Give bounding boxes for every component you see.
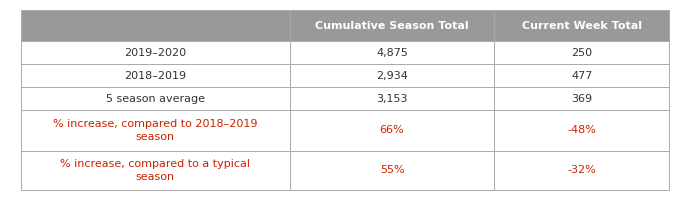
Text: Current Week Total: Current Week Total [522, 21, 642, 31]
Text: -32%: -32% [567, 165, 596, 175]
Bar [290, 151, 494, 190]
Text: 66%: 66% [380, 125, 404, 135]
Text: 2018–2019: 2018–2019 [124, 71, 186, 81]
Bar [494, 87, 669, 110]
Bar [494, 64, 669, 87]
Text: 3,153: 3,153 [376, 94, 408, 104]
Text: % increase, compared to a typical
season: % increase, compared to a typical season [60, 159, 250, 182]
Bar [494, 151, 669, 190]
Text: Cumulative Season Total: Cumulative Season Total [315, 21, 469, 31]
Bar [290, 41, 494, 64]
Text: 369: 369 [571, 94, 592, 104]
Bar [290, 10, 494, 41]
Bar [21, 41, 290, 64]
Bar [21, 10, 290, 41]
Bar [21, 64, 290, 87]
Bar [494, 41, 669, 64]
Text: 55%: 55% [380, 165, 404, 175]
Bar [290, 64, 494, 87]
Bar [21, 151, 290, 190]
Bar [21, 110, 290, 151]
Bar [21, 87, 290, 110]
Bar [290, 110, 494, 151]
Bar [290, 87, 494, 110]
Text: 477: 477 [571, 71, 593, 81]
Bar [494, 110, 669, 151]
Text: -48%: -48% [567, 125, 596, 135]
Text: 4,875: 4,875 [376, 48, 408, 58]
Text: 5 season average: 5 season average [106, 94, 205, 104]
Bar [494, 10, 669, 41]
Text: % increase, compared to 2018–2019
season: % increase, compared to 2018–2019 season [53, 119, 257, 142]
Text: 2019–2020: 2019–2020 [124, 48, 186, 58]
Text: 250: 250 [571, 48, 592, 58]
Text: 2,934: 2,934 [376, 71, 408, 81]
